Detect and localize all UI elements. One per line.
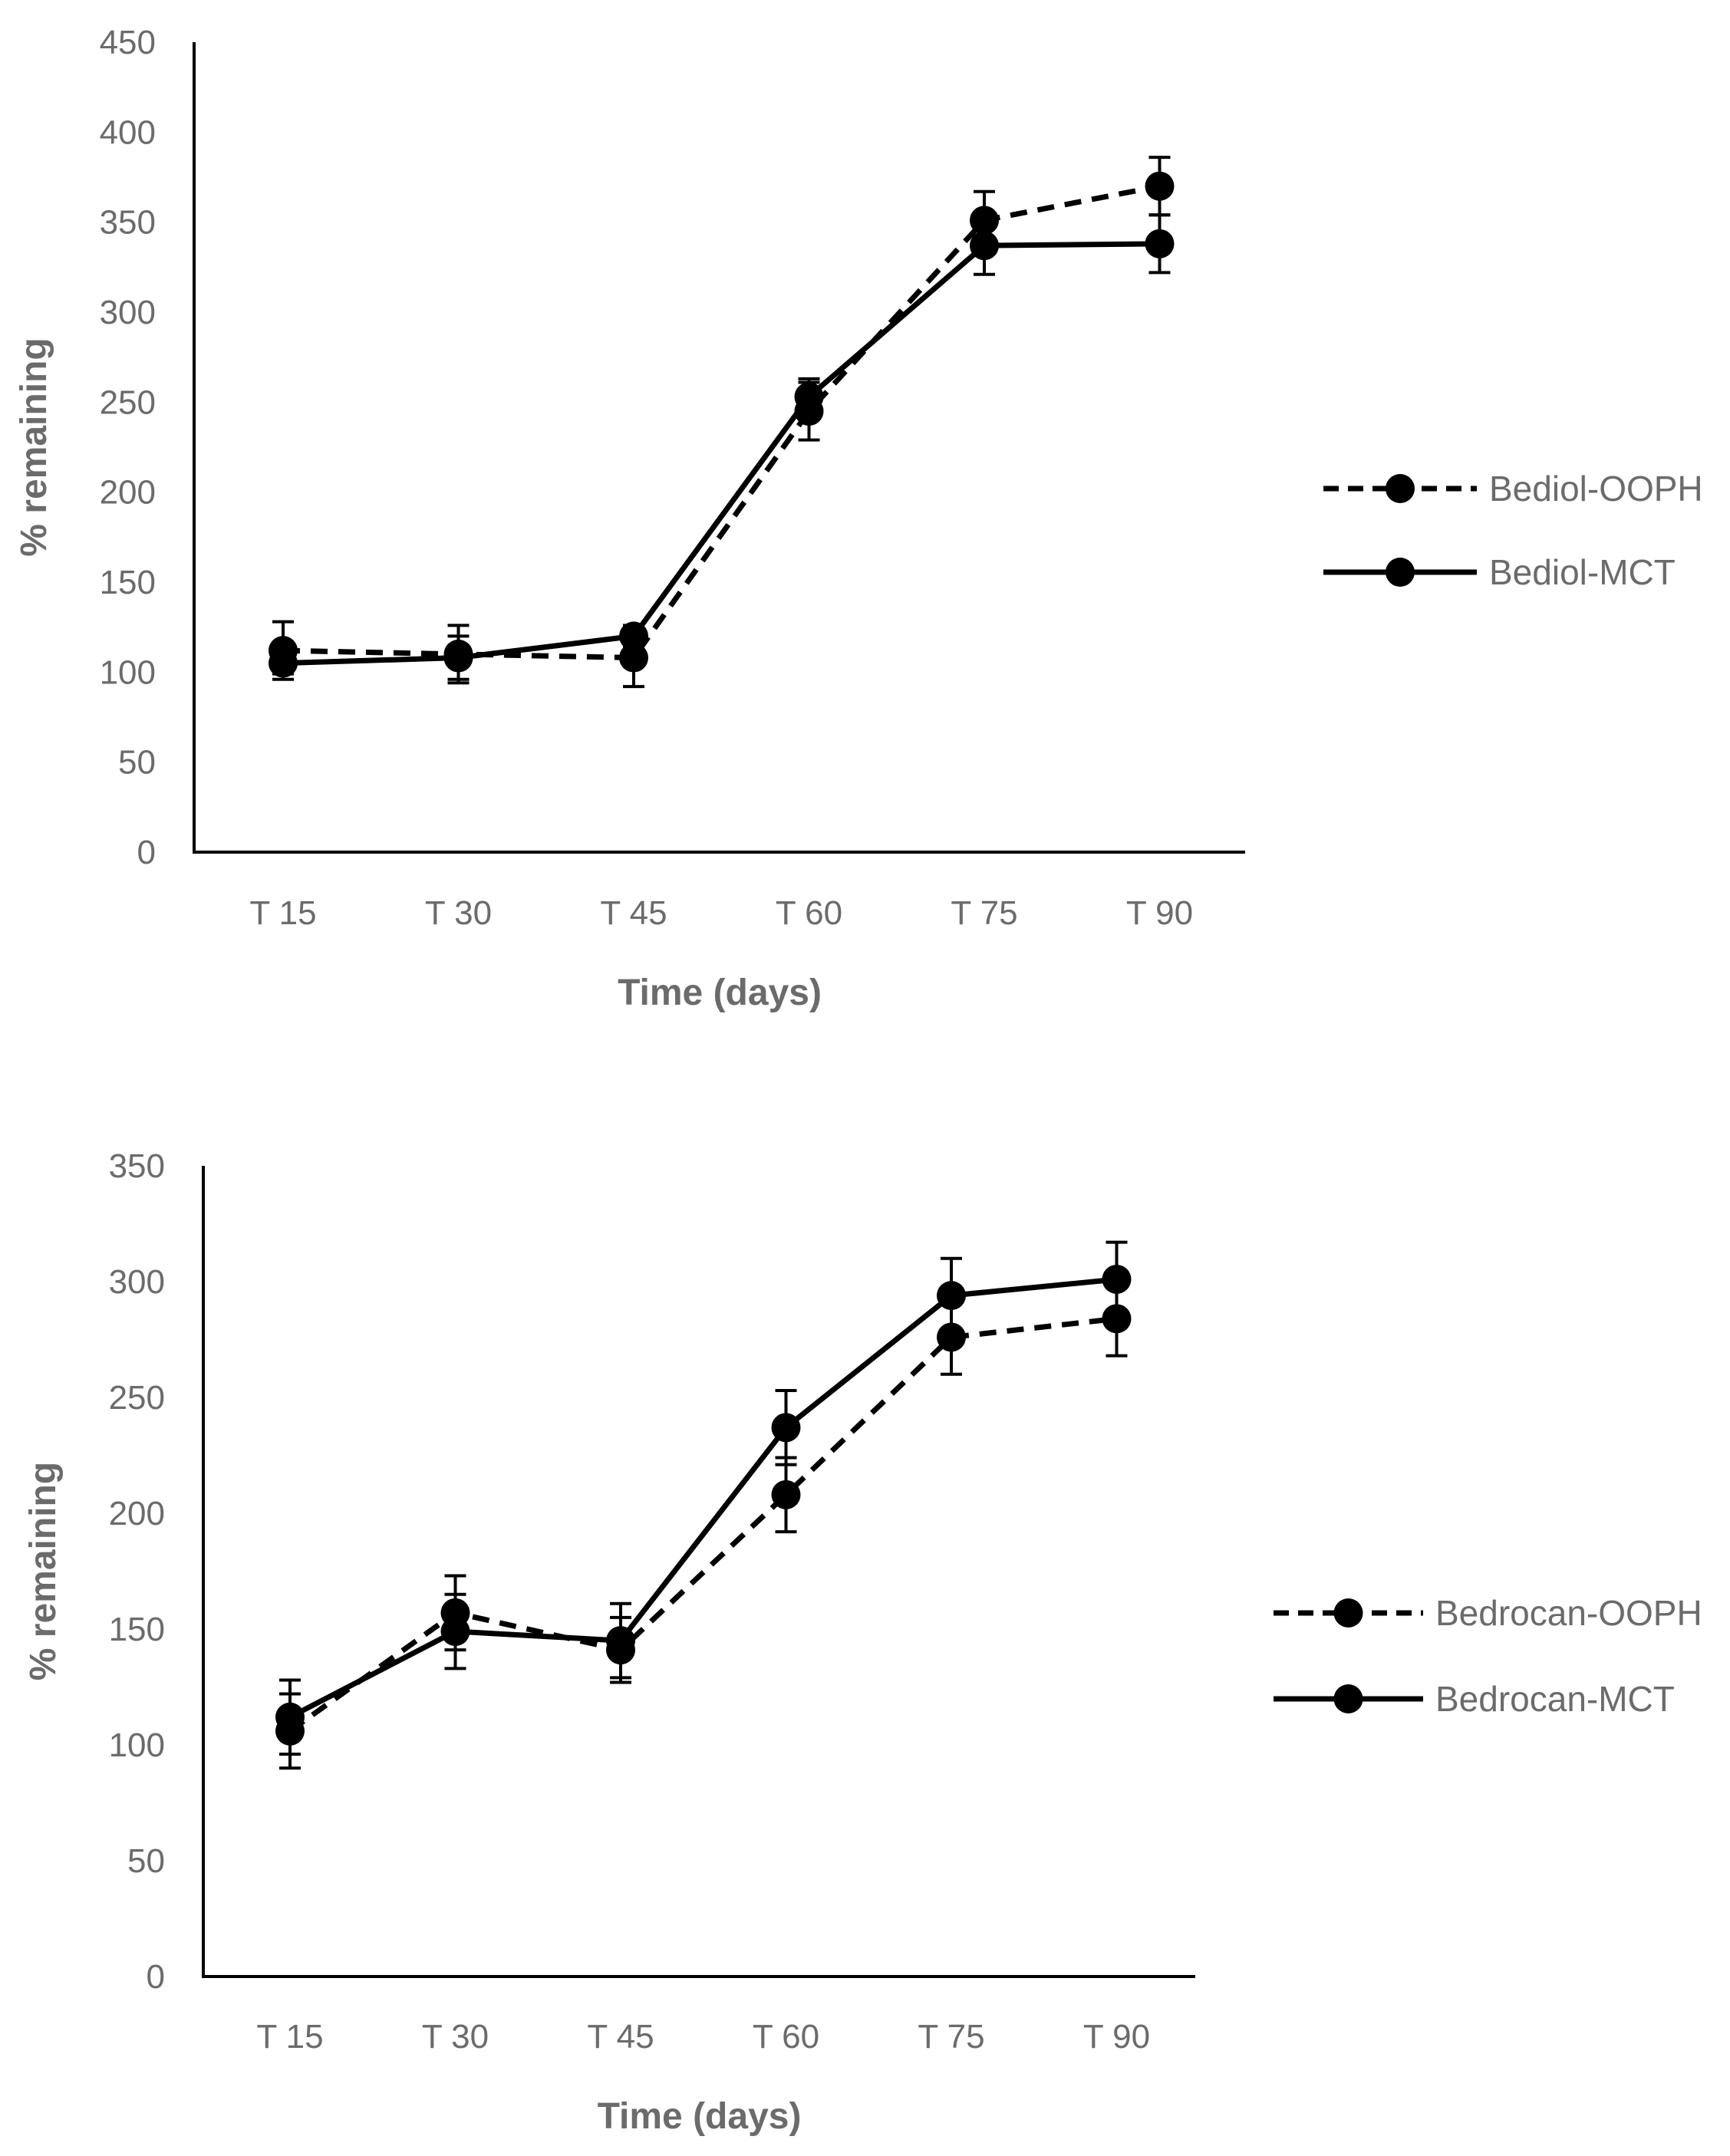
series-line-Bediol-MCT: [282, 241, 1160, 667]
legend-label: Bediol-OOPH: [1489, 469, 1703, 509]
chart-bediol: 0 50 100 150 200 250 300 350 400 450 T 15 T 30 T 45 T…: [14, 24, 1703, 1013]
legend-label: Bedrocan-MCT: [1435, 1679, 1675, 1719]
data-point: [937, 1322, 966, 1352]
x-tick-label: T 45: [587, 2018, 654, 2056]
y-tick-label: 350: [109, 1147, 165, 1185]
x-tick-label: T 15: [256, 2018, 323, 2056]
data-point: [771, 1413, 801, 1443]
legend-swatch-marker: [1333, 1684, 1363, 1713]
y-tick-label: 0: [137, 834, 156, 871]
data-point: [606, 1626, 635, 1656]
y-tick-label: 300: [109, 1263, 165, 1301]
data-point: [771, 1480, 801, 1509]
y-tick-label: 100: [109, 1726, 165, 1764]
x-tick-label: T 45: [600, 894, 667, 932]
y-tick-label: 250: [100, 383, 156, 421]
legend-swatch-marker: [1333, 1598, 1363, 1628]
x-tick-label: T 30: [422, 2018, 489, 2056]
x-tick-label: T 75: [918, 2018, 984, 2056]
data-point: [937, 1281, 966, 1311]
legend-swatch-marker: [1386, 474, 1415, 503]
legend-swatch-marker: [1386, 558, 1415, 587]
data-point: [619, 621, 648, 651]
x-tick-label: T 60: [753, 2018, 819, 2056]
data-point: [269, 648, 298, 678]
x-tick-label: T 30: [425, 894, 492, 932]
y-tick-label: 200: [100, 474, 156, 512]
x-tick-label: T 75: [951, 894, 1017, 932]
x-tick-label: T 15: [249, 894, 316, 932]
x-axis-title: Time (days): [598, 2096, 802, 2137]
y-tick-label: 0: [147, 1958, 165, 1996]
chart-bedrocan: 0 50 100 150 200 250 300 350 T 15 T 30 T 45 T 60 T 7…: [23, 1147, 1702, 2137]
series-line-Bedrocan-MCT: [288, 1276, 1117, 1720]
series-line-Bedrocan-OOPH: [288, 1315, 1117, 1733]
data-point: [1145, 171, 1175, 201]
y-tick-label: 300: [100, 294, 156, 331]
y-tick-label: 250: [109, 1379, 165, 1417]
y-tick-label: 50: [118, 744, 156, 782]
y-axis-title: % remaining: [23, 1462, 64, 1680]
x-tick-label: T 90: [1126, 894, 1193, 932]
legend-label: Bediol-MCT: [1489, 552, 1676, 592]
x-tick-label: T 60: [776, 894, 842, 932]
y-tick-label: 50: [127, 1842, 165, 1880]
y-tick-label: 400: [100, 114, 156, 151]
data-point: [794, 382, 824, 412]
data-point: [443, 643, 473, 673]
data-point: [440, 1617, 470, 1647]
data-point: [1145, 229, 1175, 258]
data-point: [619, 643, 648, 673]
y-tick-label: 450: [100, 24, 156, 61]
y-tick-label: 100: [100, 653, 156, 691]
y-tick-label: 200: [109, 1495, 165, 1532]
legend-label: Bedrocan-OOPH: [1435, 1593, 1702, 1633]
y-tick-label: 150: [109, 1611, 165, 1648]
y-axis-title: % remaining: [14, 337, 54, 556]
series-line-Bediol-OOPH: [282, 183, 1161, 661]
x-tick-label: T 90: [1083, 2018, 1150, 2056]
x-axis-title: Time (days): [618, 973, 822, 1013]
data-point: [275, 1702, 305, 1732]
data-point: [1102, 1264, 1132, 1294]
data-point: [970, 231, 999, 261]
data-point: [1102, 1304, 1132, 1334]
y-tick-label: 350: [100, 204, 156, 242]
y-tick-label: 150: [100, 564, 156, 601]
